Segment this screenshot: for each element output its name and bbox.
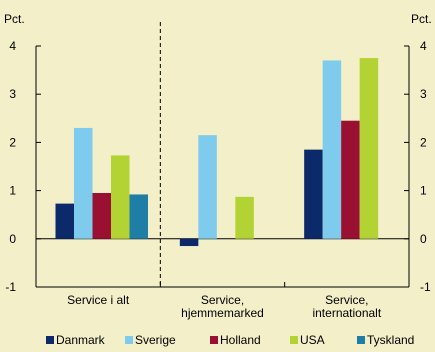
category-label: Service i alt bbox=[67, 293, 130, 307]
y-tick-label-right: 4 bbox=[420, 39, 427, 53]
bar-danmark-0 bbox=[55, 203, 74, 239]
y-tick-label-left: 3 bbox=[9, 87, 16, 101]
legend-swatch-holland bbox=[210, 336, 218, 344]
y-tick-label-left: 0 bbox=[9, 232, 16, 246]
bar-holland-0 bbox=[92, 193, 111, 239]
bar-sverige-1 bbox=[198, 135, 217, 239]
y-tick-label-left: 4 bbox=[9, 39, 16, 53]
legend-swatch-usa bbox=[290, 336, 298, 344]
y-tick-label-right: 3 bbox=[420, 87, 427, 101]
bar-danmark-1 bbox=[179, 238, 199, 247]
category-label: internationalt bbox=[312, 306, 381, 320]
legend-label-usa: USA bbox=[300, 333, 325, 347]
legend-label-holland: Holland bbox=[220, 333, 261, 347]
y-tick-label-left: 2 bbox=[9, 135, 16, 149]
legend-label-danmark: Danmark bbox=[56, 333, 106, 347]
bar-usa-2 bbox=[359, 58, 379, 239]
bar-holland-2 bbox=[341, 120, 360, 239]
bar-tyskland-0 bbox=[129, 194, 148, 239]
category-label: Service, bbox=[201, 293, 244, 307]
legend-label-sverige: Sverige bbox=[135, 333, 176, 347]
y-tick-label-right: 0 bbox=[420, 232, 427, 246]
bar-usa-1 bbox=[235, 196, 254, 239]
y-tick-label-left: -1 bbox=[5, 280, 16, 294]
y-tick-label-right: 2 bbox=[420, 135, 427, 149]
bar-usa-0 bbox=[111, 155, 130, 239]
y-unit-right: Pct. bbox=[411, 12, 432, 26]
y-tick-label-right: -1 bbox=[420, 280, 431, 294]
legend-swatch-tyskland bbox=[357, 336, 365, 344]
y-tick-label-right: 1 bbox=[420, 184, 427, 198]
bar-sverige-2 bbox=[322, 60, 342, 239]
category-label: hjemmemarked bbox=[181, 306, 264, 320]
bar-danmark-2 bbox=[304, 149, 323, 239]
y-tick-label-left: 1 bbox=[9, 184, 16, 198]
category-label: Service, bbox=[325, 293, 368, 307]
legend-swatch-danmark bbox=[46, 336, 54, 344]
legend-swatch-sverige bbox=[125, 336, 133, 344]
legend-label-tyskland: Tyskland bbox=[367, 333, 414, 347]
bar-sverige-0 bbox=[74, 127, 93, 239]
y-unit-left: Pct. bbox=[4, 12, 25, 26]
